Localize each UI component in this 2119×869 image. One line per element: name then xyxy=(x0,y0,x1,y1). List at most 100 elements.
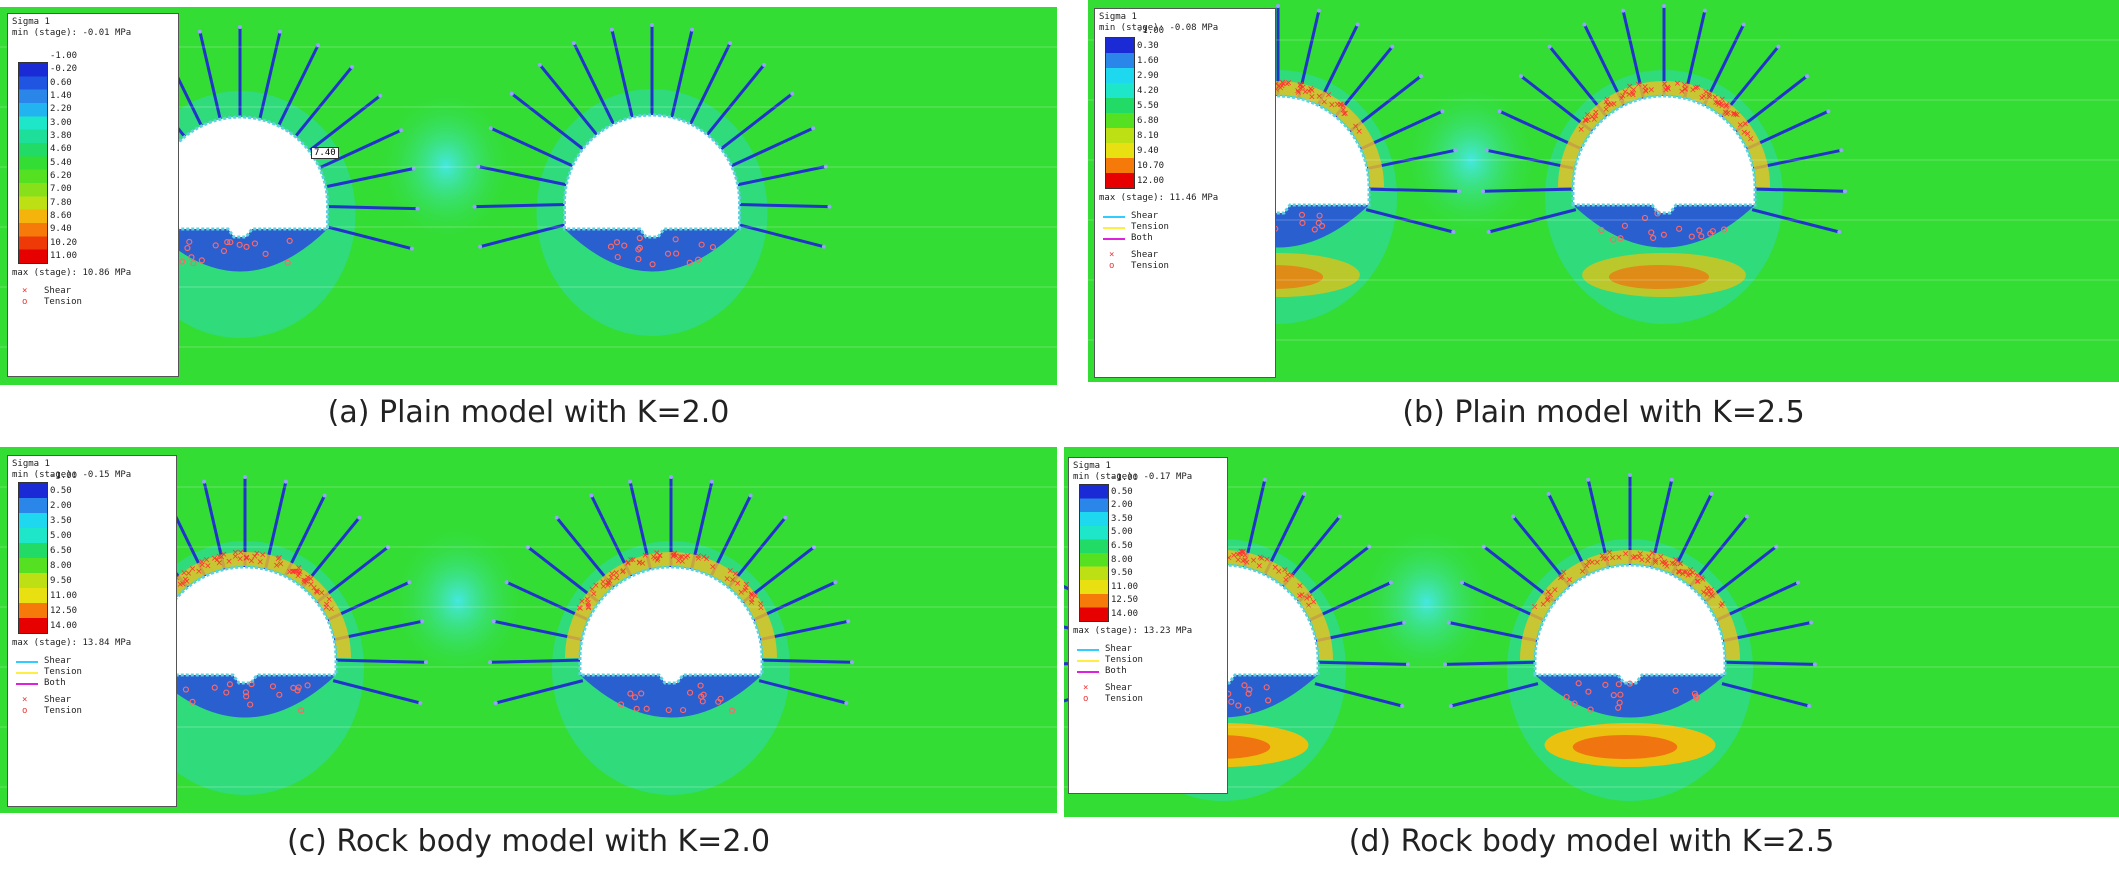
rock-bolt xyxy=(1724,660,1815,666)
bolt-head xyxy=(1400,704,1405,709)
shear-marker: × xyxy=(588,585,596,595)
rock-bolt xyxy=(1754,187,1845,193)
bolt-head xyxy=(491,619,496,624)
tension-marker xyxy=(686,259,693,266)
invert-zone xyxy=(154,675,336,718)
legend-a: Sigma 1 min (stage): -0.01 MPa -1.00 -0.20 0… xyxy=(7,13,179,377)
shear-marker: × xyxy=(1703,590,1711,600)
shear-marker: × xyxy=(1672,556,1680,566)
shear-marker: × xyxy=(295,569,303,579)
legend-tick: 9.40 xyxy=(1137,146,1159,156)
shear-marker: × xyxy=(584,601,592,611)
tension-marker xyxy=(1698,233,1705,240)
tension-marker xyxy=(614,253,621,261)
bolt-head xyxy=(488,126,493,131)
rock-bolt xyxy=(474,203,565,209)
pillar-stress-zone xyxy=(388,520,528,681)
shear-marker: × xyxy=(695,554,703,564)
shear-marker: × xyxy=(1302,87,1310,97)
shear-marker: × xyxy=(670,551,678,561)
rock-bolt xyxy=(318,128,402,170)
legend-tick: -1.00 xyxy=(1111,473,1139,483)
shear-marker: × xyxy=(1308,86,1316,96)
shear-marker: × xyxy=(1637,550,1645,560)
shear-marker-icon: × xyxy=(22,695,28,705)
panel-b: × × × × × × × × × × × × × × × × × × × × × × × × × × × × × × × × × × × × × × × ×… xyxy=(1088,0,2119,382)
shear-marker: × xyxy=(669,552,677,562)
legend-tick: 3.50 xyxy=(50,516,72,526)
bolt-head xyxy=(783,515,788,520)
shear-marker: × xyxy=(1686,570,1694,580)
rock-bolt xyxy=(1751,208,1840,234)
shear-marker: × xyxy=(1661,560,1669,570)
shear-marker: × xyxy=(1225,554,1233,564)
shear-marker: × xyxy=(695,552,703,562)
shear-marker: × xyxy=(216,558,224,568)
shear-marker: × xyxy=(1722,102,1730,112)
shear-marker: × xyxy=(1682,568,1690,578)
rock-bolt xyxy=(198,31,222,120)
shear-marker: × xyxy=(1279,78,1287,88)
shear-marker: × xyxy=(1582,117,1590,127)
legend-line-swatch xyxy=(1103,227,1125,229)
bolt-head xyxy=(1628,473,1632,477)
shear-marker: × xyxy=(1305,601,1313,611)
tension-marker xyxy=(179,258,186,265)
bolt-head xyxy=(1744,514,1749,519)
rock-bolt xyxy=(761,658,852,664)
tension-marker xyxy=(607,243,615,250)
shear-marker: × xyxy=(1675,568,1683,578)
shear-marker: × xyxy=(1238,551,1246,561)
tension-marker xyxy=(686,689,694,696)
legend-marker-label: Tension xyxy=(1131,261,1169,271)
shear-marker: × xyxy=(1310,597,1318,607)
legend-tick: 12.50 xyxy=(50,606,78,616)
tunnel-opening xyxy=(578,565,764,685)
shear-marker: × xyxy=(1684,571,1692,581)
rock-bolt xyxy=(1488,208,1577,234)
legend-marker-label: Shear xyxy=(1131,250,1159,260)
tension-marker xyxy=(715,698,722,705)
legend-tick: 2.90 xyxy=(1137,71,1159,81)
shear-marker: × xyxy=(584,595,592,605)
tension-marker xyxy=(1617,235,1624,242)
shear-marker: × xyxy=(734,579,742,589)
tension-marker xyxy=(1707,230,1714,237)
legend-marker-label: Tension xyxy=(1105,694,1143,704)
tension-marker xyxy=(251,240,259,247)
shear-marker: × xyxy=(1283,80,1291,90)
shear-marker: × xyxy=(310,583,318,593)
tension-marker xyxy=(1641,214,1649,222)
legend-title: Sigma 1 xyxy=(1073,461,1111,471)
rock-bolt xyxy=(1365,208,1454,234)
bolt-head xyxy=(1390,44,1395,49)
tension-marker xyxy=(247,701,254,708)
crown-stress-band xyxy=(1558,81,1770,188)
shear-marker: × xyxy=(1545,587,1553,597)
shear-marker: × xyxy=(1741,120,1749,130)
shear-marker: × xyxy=(1250,556,1258,566)
shear-marker: × xyxy=(612,569,620,579)
rock-bolt xyxy=(572,42,615,125)
shear-marker: × xyxy=(1339,101,1347,111)
bolt-head xyxy=(1443,662,1448,667)
shear-marker: × xyxy=(604,581,612,591)
legend-max: max (stage): 10.86 MPa xyxy=(12,268,132,278)
bolt-head xyxy=(476,164,481,169)
legend-title: Sigma 1 xyxy=(12,17,50,27)
invert-peak-zone xyxy=(1608,265,1710,289)
shear-marker: × xyxy=(322,603,330,613)
tension-marker-icon: o xyxy=(22,706,28,716)
shear-marker: × xyxy=(1687,566,1695,576)
tension-marker xyxy=(621,242,628,249)
shear-marker: × xyxy=(1281,566,1289,576)
caption-d: (d) Rock body model with K=2.5 xyxy=(1348,824,1835,859)
shear-marker: × xyxy=(1732,110,1740,120)
legend-line-label: Both xyxy=(1131,233,1153,243)
bolt-head xyxy=(1741,22,1746,27)
shear-marker: × xyxy=(1630,553,1638,563)
rock-bolt xyxy=(689,42,732,125)
tension-marker xyxy=(649,261,656,268)
legend-marker-label: Shear xyxy=(1105,683,1133,693)
tension-marker xyxy=(236,241,243,248)
